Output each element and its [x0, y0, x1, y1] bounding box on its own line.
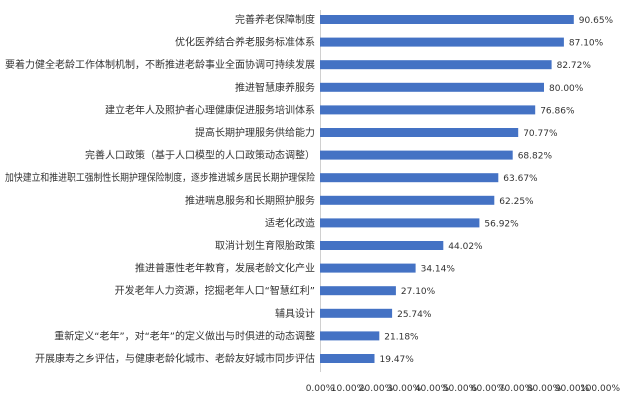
category-label: 完善人口政策（基于人口模型的人口政策动态调整） [85, 149, 315, 162]
bar [320, 15, 574, 24]
category-label: 开展康寿之乡评估，与健康老龄化城市、老龄友好城市同步评估 [35, 352, 315, 365]
category-label: 提高长期护理服务供给能力 [195, 126, 315, 139]
value-label: 56.92% [484, 219, 519, 229]
category-label: 完善养老保障制度 [235, 13, 315, 26]
value-label: 44.02% [448, 242, 483, 252]
bar [320, 331, 380, 341]
x-tick-label: 0.00% [306, 384, 335, 394]
value-label: 68.82% [518, 152, 553, 162]
value-label: 19.47% [380, 355, 415, 365]
value-label: 70.77% [523, 129, 558, 139]
value-label: 76.86% [540, 106, 575, 116]
bar [320, 173, 499, 183]
category-label: 要着力健全老龄工作体制机制，不断推进老龄事业全面协调可持续发展 [5, 58, 315, 71]
bar [320, 60, 552, 70]
value-label: 62.25% [499, 197, 534, 207]
bar [320, 286, 396, 296]
x-tick-label: 20.00% [359, 384, 394, 394]
value-label: 34.14% [421, 265, 456, 275]
x-tick-label: 80.00% [527, 384, 562, 394]
x-tick-label: 50.00% [443, 384, 478, 394]
bar [320, 218, 480, 228]
category-label: 推进喘息服务和长期照护服务 [185, 194, 315, 207]
x-tick-label: 60.00% [471, 384, 506, 394]
category-label: 建立老年人及照护者心理健康促进服务培训体系 [105, 103, 315, 116]
category-label: 优化医养结合养老服务标准体系 [175, 36, 315, 49]
category-label: 推进普惠性老年教育，发展老龄文化产业 [135, 262, 315, 275]
x-tick-label: 90.00% [555, 384, 590, 394]
bar [320, 37, 564, 47]
value-labels-group: 90.65% 87.10% 82.72% 80.00% 76.86% 70.77% 68.8… [380, 16, 614, 365]
category-label: 取消计划生育限胎政策 [215, 239, 315, 252]
bar [320, 308, 393, 318]
bar [320, 354, 375, 363]
bar [320, 241, 444, 250]
value-label: 25.74% [397, 310, 432, 320]
x-tick-label: 30.00% [387, 384, 422, 394]
bar [320, 263, 416, 273]
category-label: 重新定义“老年”，对“老年”的定义做出与时俱进的动态调整 [54, 329, 315, 342]
x-tick-labels-group: 0.00%10.00%20.00%30.00%40.00%50.00%60.00… [306, 384, 621, 394]
bar [320, 150, 513, 160]
bar [320, 105, 536, 115]
category-label: 适老化改造 [265, 216, 315, 229]
category-label: 加快建立和推进职工强制性长期护理保险制度，逐步推进城乡居民长期护理保险 [5, 171, 315, 184]
x-tick-label: 100.00% [580, 384, 620, 394]
value-label: 90.65% [579, 16, 614, 26]
value-label: 87.10% [569, 39, 604, 49]
bars-group [320, 15, 574, 363]
category-label: 辅具设计 [275, 307, 315, 320]
value-label: 82.72% [557, 61, 592, 71]
bar [320, 128, 519, 137]
bar [320, 82, 544, 92]
x-tick-label: 70.00% [499, 384, 534, 394]
bar [320, 195, 495, 205]
value-label: 80.00% [549, 84, 584, 94]
x-tick-label: 40.00% [415, 384, 450, 394]
x-tick-label: 10.00% [331, 384, 366, 394]
category-labels-group: 完善养老保障制度优化医养结合养老服务标准体系要着力健全老龄工作体制机制，不断推进… [5, 13, 315, 365]
value-label: 27.10% [401, 287, 436, 297]
value-label: 21.18% [384, 332, 419, 342]
category-label: 开发老年人力资源，挖掘老年人口“智慧红利” [115, 284, 315, 297]
value-label: 63.67% [503, 174, 538, 184]
category-label: 推进智慧康养服务 [235, 81, 315, 94]
